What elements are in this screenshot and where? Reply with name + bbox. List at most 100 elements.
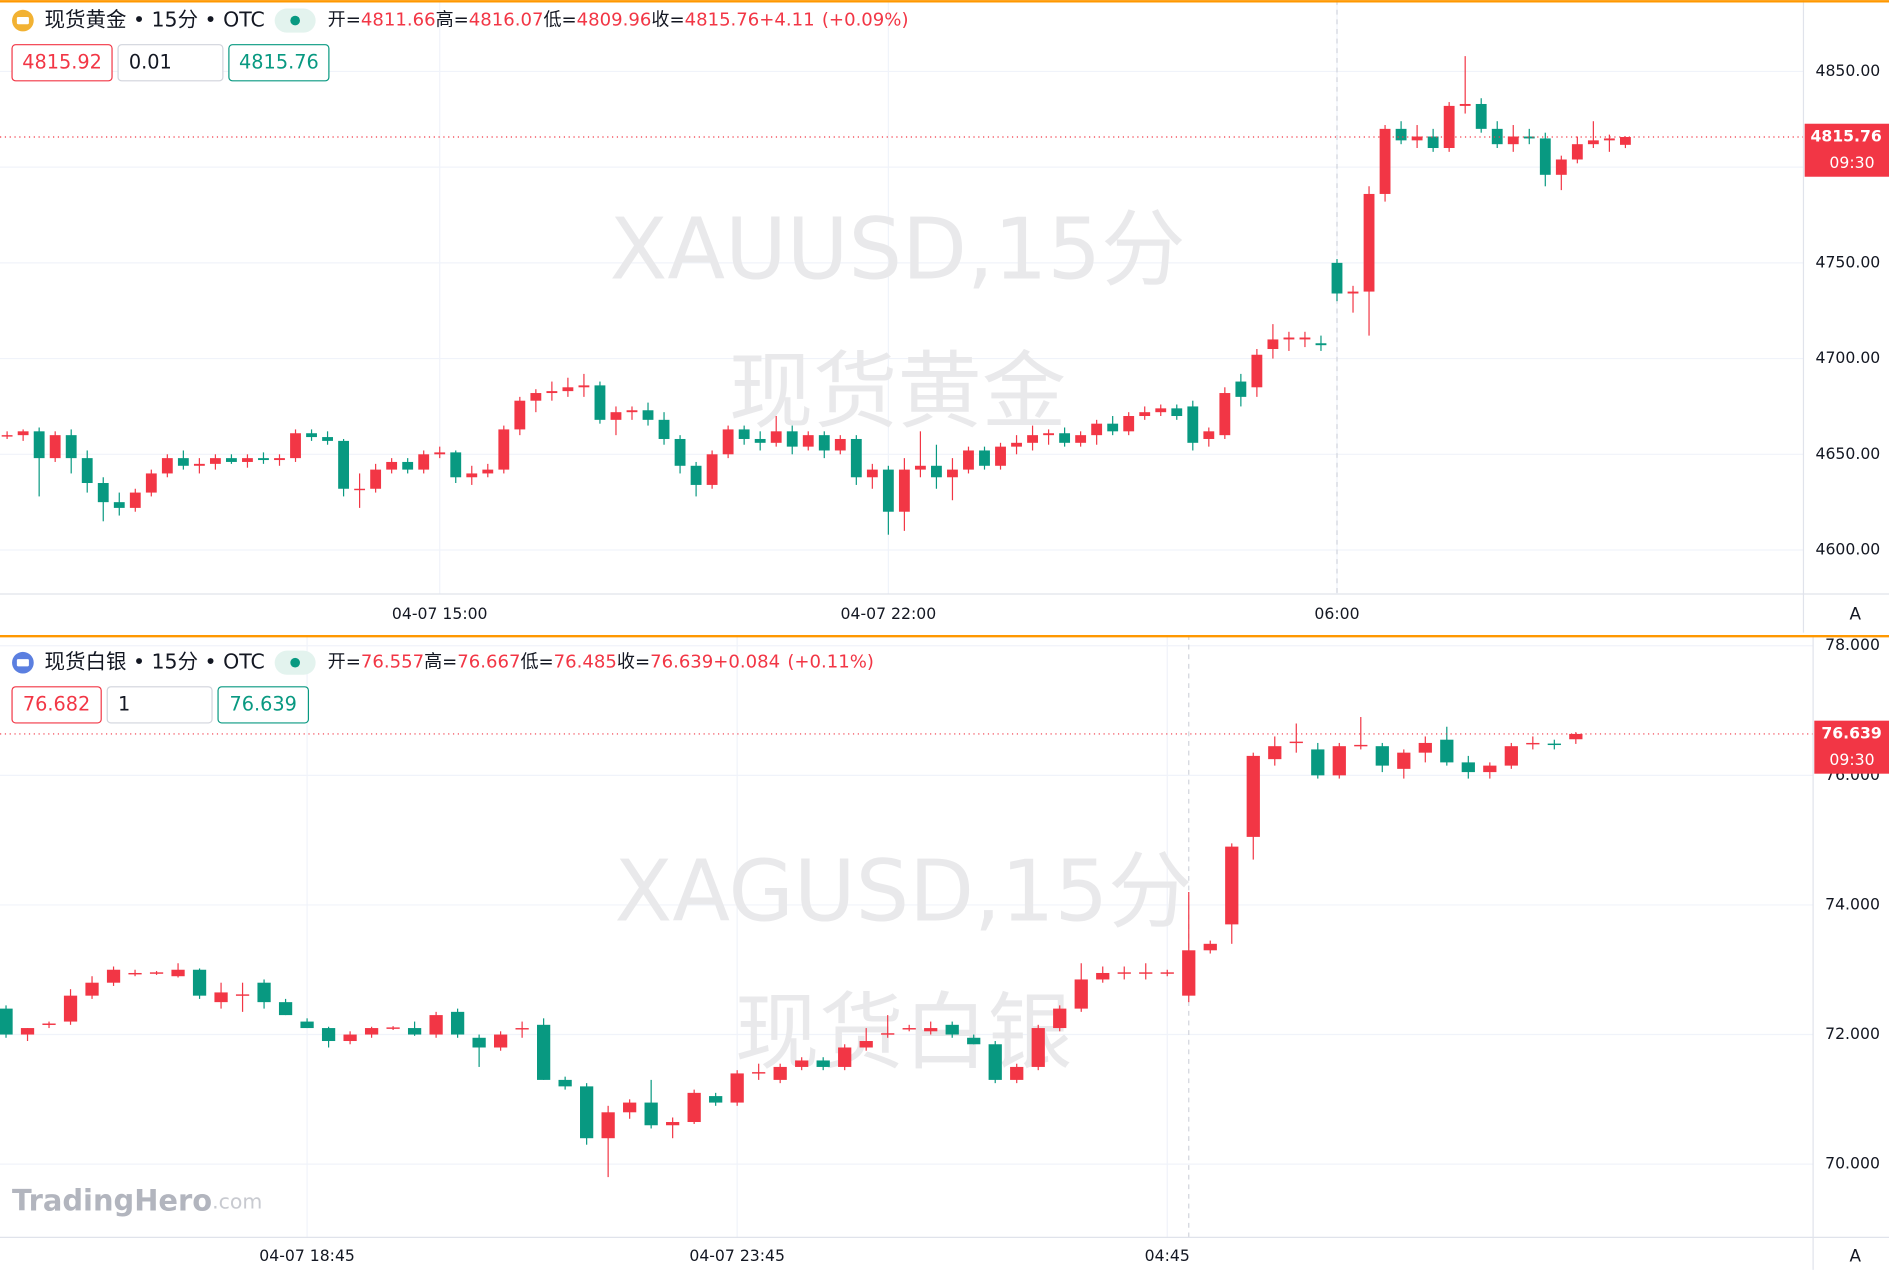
sell-price[interactable]: 76.682 xyxy=(23,692,90,715)
x-tick-label: 04-07 22:00 xyxy=(841,604,937,623)
candle-body xyxy=(149,972,164,974)
change-value: +0.084 xyxy=(713,652,780,673)
change-percent: (+0.11%) xyxy=(787,652,874,673)
candle-body xyxy=(1483,765,1497,773)
symbol-title[interactable]: 现货白银 • 15分 • OTC xyxy=(45,650,265,674)
candle-body xyxy=(881,1033,895,1035)
x-tick-label: 04-07 18:45 xyxy=(259,1246,355,1265)
candle-body xyxy=(1440,739,1454,763)
candle-body xyxy=(257,982,271,1003)
symbol-title[interactable]: 现货黄金 • 15分 • OTC xyxy=(45,8,265,32)
candle-body xyxy=(65,435,77,459)
candle-body xyxy=(931,465,942,478)
candle-body xyxy=(1139,412,1151,417)
symbol-icon-detail xyxy=(16,16,29,25)
sell-price[interactable]: 4815.92 xyxy=(22,50,102,73)
candle-body xyxy=(145,473,157,493)
quantity[interactable]: 1 xyxy=(118,692,130,715)
candle-body xyxy=(963,450,974,470)
trade-box[interactable] xyxy=(11,686,102,724)
trade-box[interactable] xyxy=(228,44,330,82)
ohlc-legend: 开=4811.66高=4816.07低=4809.96收=4815.76+4.1… xyxy=(328,10,909,31)
candle-body xyxy=(658,419,670,439)
candle-body xyxy=(1354,744,1368,747)
candle-body xyxy=(278,1002,293,1016)
change-value: +4.11 xyxy=(759,10,814,31)
candle-body xyxy=(1526,742,1540,745)
candle-body xyxy=(1171,408,1183,417)
candle-body xyxy=(945,1024,959,1035)
candle-body xyxy=(1267,339,1279,350)
buy-price[interactable]: 4815.76 xyxy=(239,50,319,73)
ohlc-value: 4816.07 xyxy=(469,10,544,31)
y-tick-label: 4850.00 xyxy=(1816,61,1881,80)
candle-body xyxy=(902,1028,916,1030)
buy-price[interactable]: 76.639 xyxy=(230,692,297,715)
candle-body xyxy=(626,410,638,413)
ohlc-label: 高= xyxy=(436,10,469,31)
watermark: 现货黄金 xyxy=(729,343,1066,441)
candle-body xyxy=(1571,144,1583,160)
candle-body xyxy=(402,461,414,470)
candle-body xyxy=(386,461,398,470)
candle-body xyxy=(343,1034,357,1042)
x-tick-label: 06:00 xyxy=(1314,604,1359,623)
candle-body xyxy=(1523,136,1535,139)
candle-body xyxy=(1059,433,1071,443)
candle-body xyxy=(1491,128,1503,145)
candle-body xyxy=(450,452,462,478)
market-status-dot xyxy=(290,15,300,26)
candle-body xyxy=(418,454,430,470)
candle-body xyxy=(834,438,846,451)
candle-body xyxy=(1031,1028,1045,1067)
candle-body xyxy=(370,469,382,489)
candle-body xyxy=(644,1102,658,1126)
candle-body xyxy=(1160,972,1174,974)
candle-body xyxy=(690,465,702,485)
ohlc-value: 4809.96 xyxy=(577,10,652,31)
candle-body xyxy=(898,469,910,512)
candle-body xyxy=(1289,741,1303,744)
quantity[interactable]: 0.01 xyxy=(129,50,172,73)
candle-body xyxy=(601,1112,615,1139)
candle-body xyxy=(642,410,654,420)
candle-body xyxy=(709,1096,723,1103)
candle-body xyxy=(773,1066,787,1080)
trade-box[interactable] xyxy=(11,44,113,82)
trade-box[interactable] xyxy=(217,686,310,724)
candle-body xyxy=(1569,733,1583,740)
trade-box[interactable] xyxy=(106,686,213,724)
candle-body xyxy=(752,1072,766,1074)
ohlc-label: 低= xyxy=(520,652,553,673)
trade-box[interactable] xyxy=(117,44,224,82)
auto-scale-button[interactable]: A xyxy=(1849,604,1861,624)
candle-body xyxy=(988,1044,1002,1080)
candle-body xyxy=(322,437,333,441)
candle-body xyxy=(610,412,622,420)
watermark: XAUUSD,15分 xyxy=(610,200,1186,298)
ohlc-label: 开= xyxy=(328,652,361,673)
ohlc-value: 4811.66 xyxy=(361,10,436,31)
ohlc-value: 76.485 xyxy=(554,652,617,673)
auto-scale-button[interactable]: A xyxy=(1849,1246,1861,1266)
candle-body xyxy=(795,1060,809,1067)
candle-body xyxy=(242,458,253,462)
candle-body xyxy=(1299,337,1311,340)
candle-body xyxy=(1397,752,1411,769)
x-tick-label: 04-07 23:45 xyxy=(689,1246,785,1265)
candle-body xyxy=(1246,755,1260,837)
candle-body xyxy=(466,473,478,478)
candle-body xyxy=(866,469,878,478)
price-tag-countdown: 09:30 xyxy=(1829,750,1874,769)
candle-body xyxy=(161,458,173,474)
candle-body xyxy=(1555,159,1567,175)
ohlc-label: 收= xyxy=(651,10,684,31)
candle-body xyxy=(1507,136,1519,145)
candle-body xyxy=(33,431,45,459)
candle-body xyxy=(493,1034,508,1048)
candle-body xyxy=(498,429,510,470)
brand-name: TradingHero xyxy=(12,1183,212,1217)
candle-body xyxy=(171,969,185,977)
candle-body xyxy=(995,446,1006,466)
watermark: 现货白银 xyxy=(735,984,1072,1082)
